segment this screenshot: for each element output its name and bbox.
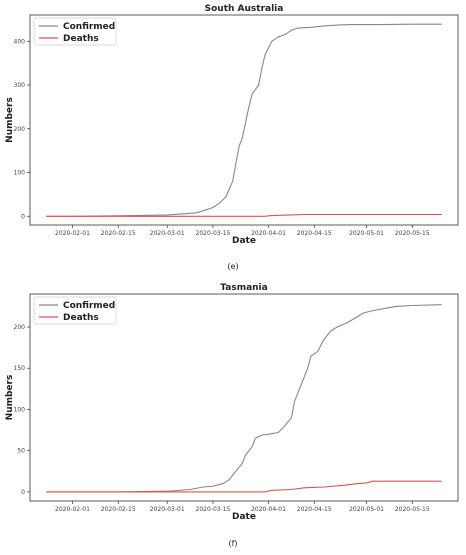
legend-label-confirmed: Confirmed bbox=[63, 301, 115, 311]
y-tick-label: 0 bbox=[21, 489, 25, 496]
x-tick-label: 2020-03-01 bbox=[150, 230, 185, 237]
legend-label-confirmed: Confirmed bbox=[63, 22, 115, 32]
x-tick-label: 2020-04-15 bbox=[297, 230, 332, 237]
chart-panel-f: Tasmania 0 50 100 150 200 2020-02-01 2020-02-15… bbox=[5, 283, 459, 548]
y-tick-label: 100 bbox=[14, 406, 26, 413]
series-line-deaths bbox=[46, 213, 442, 217]
y-tick-label: 100 bbox=[14, 170, 26, 177]
x-tick-label: 2020-03-15 bbox=[196, 230, 231, 237]
chart-panel-e: South Australia 0 100 200 300 400 2020-02-01 20… bbox=[5, 4, 459, 271]
x-axis-label: Date bbox=[232, 512, 256, 522]
x-tick-label: 2020-05-15 bbox=[395, 230, 430, 237]
y-axis-label: Numbers bbox=[5, 375, 15, 421]
y-tick-label: 50 bbox=[17, 448, 25, 455]
figure-caption: (f) bbox=[228, 539, 237, 548]
x-tick-label: 2020-02-01 bbox=[55, 506, 90, 513]
y-axis-label: Numbers bbox=[5, 97, 15, 143]
x-axis-label: Date bbox=[232, 236, 256, 246]
y-tick-label: 0 bbox=[21, 213, 25, 220]
chart-title: South Australia bbox=[205, 4, 284, 14]
plot-frame bbox=[29, 14, 459, 226]
y-tick-label: 200 bbox=[14, 126, 26, 133]
legend-label-deaths: Deaths bbox=[63, 313, 99, 323]
x-tick-label: 2020-04-01 bbox=[251, 506, 286, 513]
series-line-confirmed bbox=[46, 304, 442, 493]
figure-caption: (e) bbox=[227, 262, 238, 271]
x-tick-label: 2020-04-15 bbox=[297, 506, 332, 513]
chart-title: Tasmania bbox=[220, 283, 267, 293]
series-line-deaths bbox=[46, 480, 442, 493]
series-line-confirmed bbox=[46, 23, 442, 217]
y-tick-label: 150 bbox=[14, 365, 26, 372]
x-tick-label: 2020-05-01 bbox=[349, 230, 384, 237]
x-tick-label: 2020-02-01 bbox=[55, 230, 90, 237]
plot-frame bbox=[29, 293, 459, 502]
x-tick-label: 2020-05-15 bbox=[395, 506, 430, 513]
x-tick-label: 2020-02-15 bbox=[101, 230, 136, 237]
x-tick-label: 2020-05-01 bbox=[349, 506, 384, 513]
x-tick-label: 2020-03-01 bbox=[150, 506, 185, 513]
y-tick-label: 400 bbox=[14, 38, 26, 45]
y-tick-label: 300 bbox=[14, 82, 26, 89]
legend-label-deaths: Deaths bbox=[63, 34, 99, 44]
x-tick-label: 2020-02-15 bbox=[101, 506, 136, 513]
x-tick-label: 2020-03-15 bbox=[196, 506, 231, 513]
y-tick-label: 200 bbox=[14, 324, 26, 331]
x-tick-label: 2020-04-01 bbox=[251, 230, 286, 237]
